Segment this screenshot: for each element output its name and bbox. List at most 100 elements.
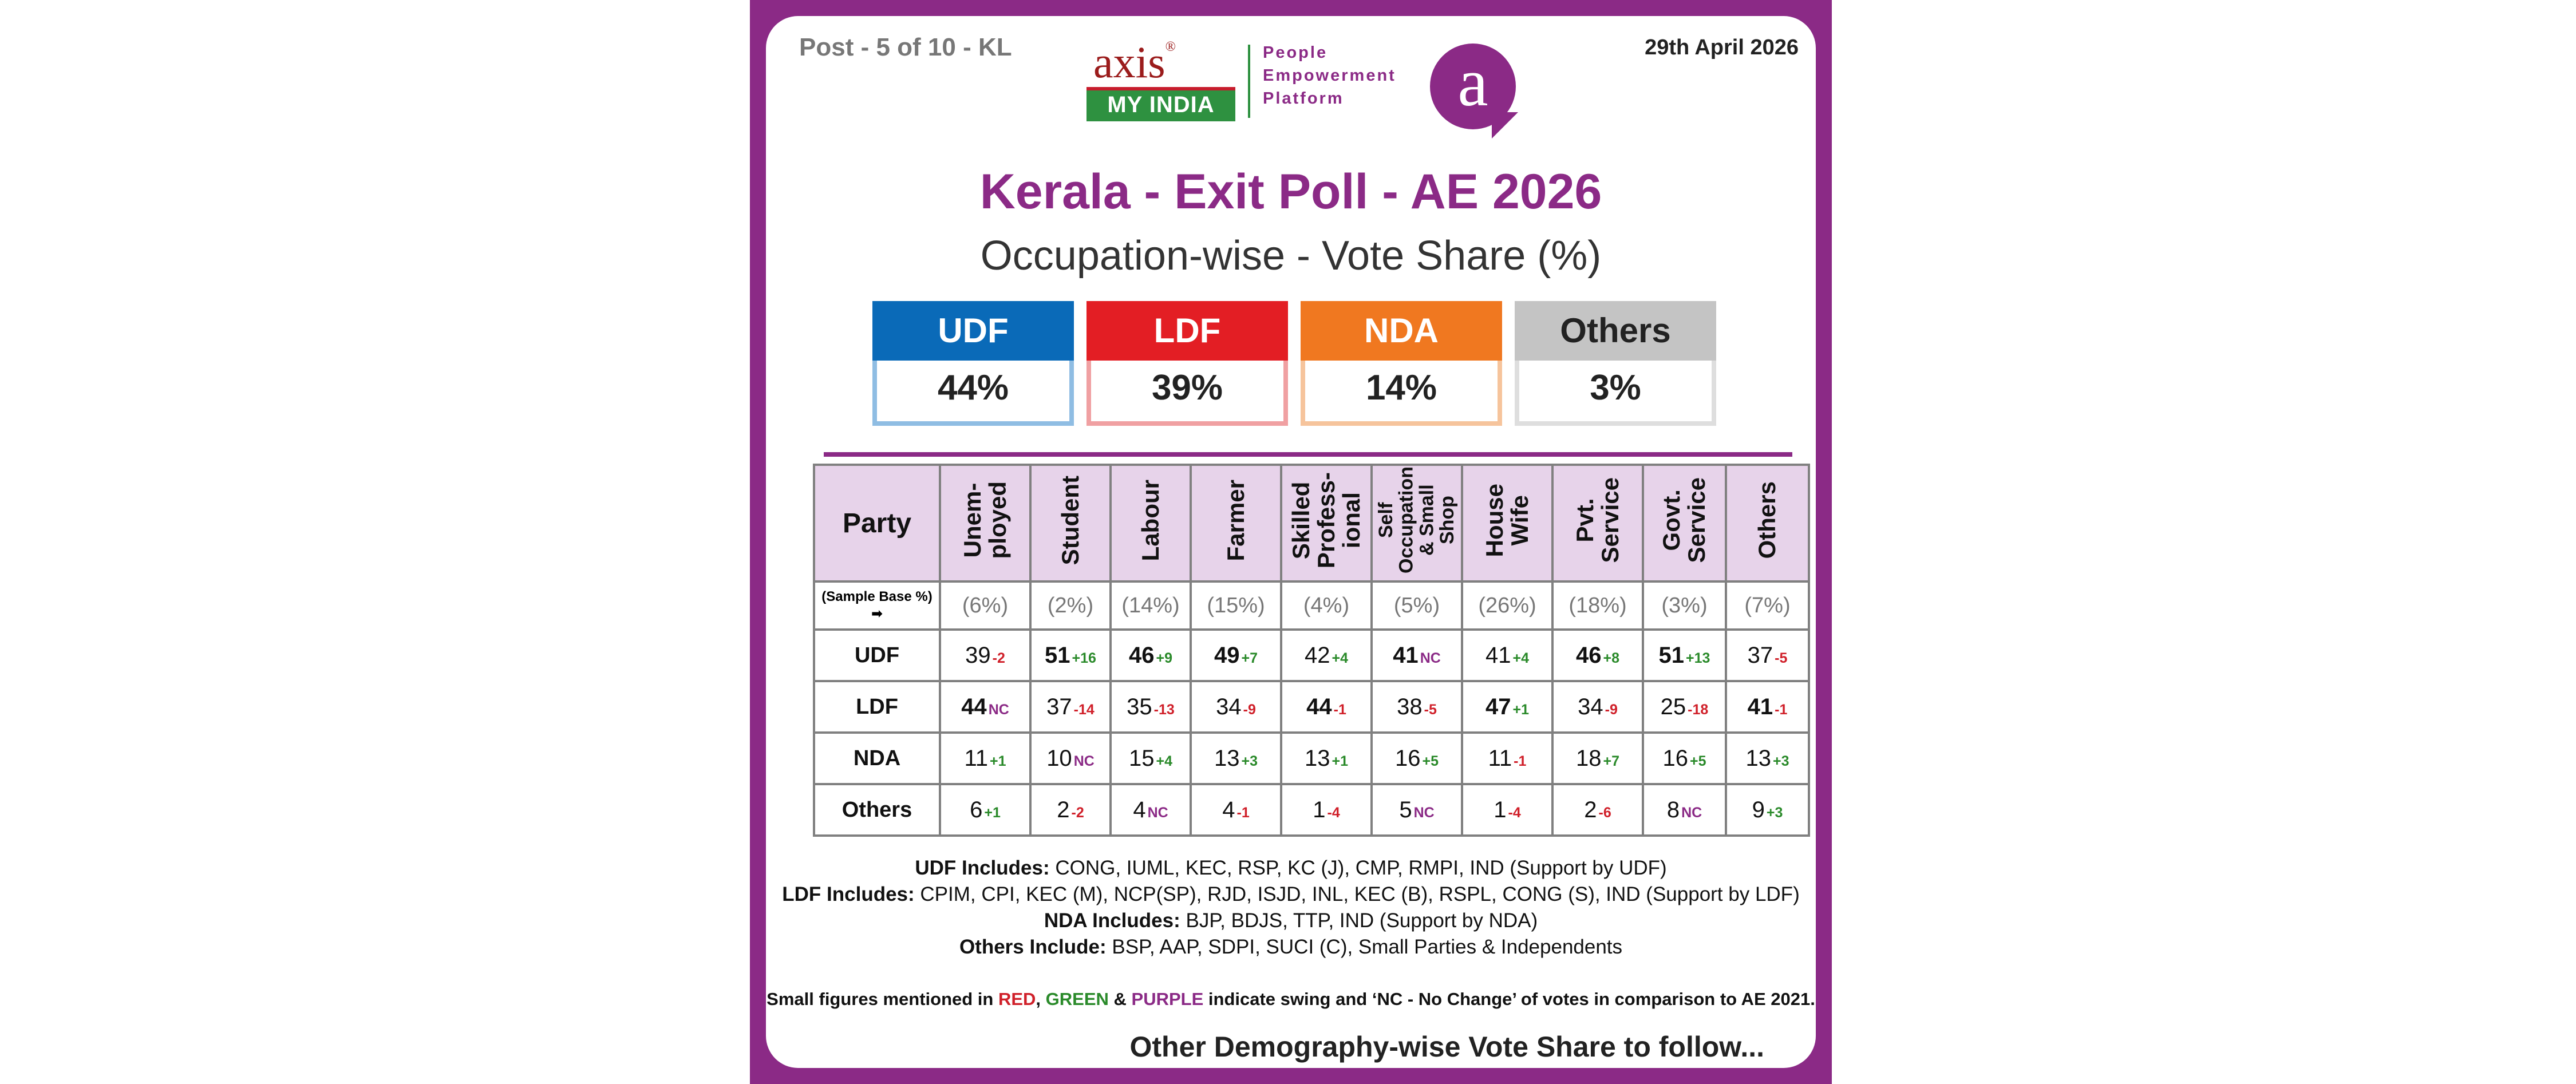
- column-header-label: Unem- ployed: [958, 481, 1011, 559]
- vote-share-value: 49: [1214, 642, 1240, 668]
- swing-value: +16: [1072, 650, 1096, 666]
- swing-value: NC: [1147, 804, 1168, 821]
- column-header-label: Govt. Service: [1658, 477, 1710, 563]
- alliance-note-label: UDF Includes:: [915, 857, 1050, 879]
- column-header-label: Others: [1753, 481, 1781, 559]
- table-cell: 41 NC: [1370, 628, 1463, 682]
- table-cell: 2 -2: [1029, 783, 1112, 837]
- sample-base-value: (2%): [1029, 580, 1112, 631]
- swing-value: -6: [1598, 804, 1611, 821]
- vote-share-value: 25: [1660, 694, 1686, 719]
- column-header: Unem- ployed: [939, 464, 1032, 583]
- vote-share-value: 34: [1216, 694, 1242, 719]
- post-date: 29th April 2026: [1645, 35, 1799, 60]
- vote-share-value: 13: [1214, 745, 1240, 771]
- column-header-label: Student: [1056, 475, 1084, 565]
- table-cell: 51 +16: [1029, 628, 1112, 682]
- swing-value: NC: [1420, 650, 1441, 666]
- table-cell: 5 NC: [1370, 783, 1463, 837]
- swing-value: -1: [1775, 701, 1788, 718]
- table-cell: 41 +4: [1461, 628, 1554, 682]
- column-header-label: Skilled Profess- ional: [1287, 472, 1365, 569]
- column-header: Others: [1725, 464, 1810, 583]
- table-cell: 35 -13: [1109, 680, 1192, 734]
- table-cell: 13 +1: [1280, 731, 1373, 785]
- alliance-note-text: BSP, AAP, SDPI, SUCI (C), Small Parties …: [1106, 936, 1623, 958]
- swing-value: +1: [1332, 753, 1348, 769]
- table-cell: 25 -18: [1642, 680, 1727, 734]
- swing-value: NC: [988, 701, 1009, 718]
- sample-base-value: (5%): [1370, 580, 1463, 631]
- table-cell: 34 -9: [1190, 680, 1282, 734]
- vote-share-value: 18: [1575, 745, 1602, 771]
- swing-value: +4: [1512, 650, 1529, 666]
- column-header-label: Farmer: [1222, 479, 1249, 561]
- vote-share-value: 41: [1485, 642, 1511, 668]
- swing-value: NC: [1681, 804, 1702, 821]
- table-cell: 13 +3: [1725, 731, 1810, 785]
- vote-share-value: 44: [1306, 694, 1332, 719]
- column-header-label: Self Occupation & Small Shop: [1374, 466, 1458, 574]
- vote-share-value: 37: [1046, 694, 1072, 719]
- table-cell: 42 +4: [1280, 628, 1373, 682]
- section-divider: [824, 452, 1792, 457]
- swing-value: -5: [1424, 701, 1437, 718]
- vote-share-value: 16: [1662, 745, 1688, 771]
- vote-share-value: 8: [1666, 797, 1680, 822]
- swing-value: +8: [1603, 650, 1619, 666]
- swing-value: -4: [1508, 804, 1521, 821]
- table-cell: 41 -1: [1725, 680, 1810, 734]
- column-header: Student: [1029, 464, 1112, 583]
- vote-share-value: 11: [1488, 745, 1512, 771]
- vote-share-value: 42: [1304, 642, 1330, 668]
- swing-value: -1: [1236, 804, 1250, 821]
- alliance-note: NDA Includes: BJP, BDJS, TTP, IND (Suppo…: [766, 908, 1816, 934]
- column-header: Skilled Profess- ional: [1280, 464, 1373, 583]
- table-cell: 13 +3: [1190, 731, 1282, 785]
- swing-value: +1: [1512, 701, 1529, 718]
- alliance-note-text: BJP, BDJS, TTP, IND (Support by NDA): [1180, 909, 1538, 932]
- table-cell: 38 -5: [1370, 680, 1463, 734]
- swing-value: +3: [1766, 804, 1783, 821]
- vote-share-value: 10: [1046, 745, 1072, 771]
- swing-value: NC: [1413, 804, 1435, 821]
- column-header-label: House Wife: [1480, 483, 1533, 557]
- vote-share-table: Party Unem- ployed Student Labour Farmer Ski…: [813, 464, 1810, 837]
- sample-base-value: (4%): [1280, 580, 1373, 631]
- alliance-note-text: CONG, IUML, KEC, RSP, KC (J), CMP, RMPI,…: [1049, 857, 1667, 879]
- swing-value: +5: [1689, 753, 1706, 769]
- content-card: Post - 5 of 10 - KL 29th April 2026 axis…: [766, 16, 1816, 1068]
- table-cell: 9 +3: [1725, 783, 1810, 837]
- vote-share-value: 2: [1584, 797, 1597, 822]
- swing-value: -9: [1243, 701, 1256, 718]
- table-row: UDF 39 -2 51 +16 46 +9 49 +7 42 +4 41 NC 41 +4 46 +8 51 +1…: [813, 628, 1810, 682]
- sample-base-value: (3%): [1642, 580, 1727, 631]
- table-cell: 37 -14: [1029, 680, 1112, 734]
- swing-value: +4: [1156, 753, 1172, 769]
- table-cell: 1 -4: [1280, 783, 1373, 837]
- vote-share-value: 2: [1057, 797, 1070, 822]
- speech-bubble-icon: a: [1430, 43, 1516, 129]
- logo-divider: [1248, 45, 1250, 118]
- alliance-note: Others Include: BSP, AAP, SDPI, SUCI (C)…: [766, 934, 1816, 960]
- sample-base-row: (Sample Base %) ➡ (6%) (2%) (14%) (15%) (4%)…: [813, 580, 1810, 631]
- table-cell: 6 +1: [939, 783, 1032, 837]
- party-column-header: Party: [813, 464, 941, 583]
- alliance-notes: UDF Includes: CONG, IUML, KEC, RSP, KC (…: [766, 855, 1816, 960]
- vote-share-value: 11: [964, 745, 988, 771]
- swing-value: +1: [990, 753, 1006, 769]
- vote-share-value: 16: [1394, 745, 1421, 771]
- table-cell: 44 NC: [939, 680, 1032, 734]
- vote-share-value: 4: [1222, 797, 1235, 822]
- column-header: Self Occupation & Small Shop: [1370, 464, 1463, 583]
- follow-up-note: Other Demography-wise Vote Share to foll…: [1129, 1031, 1765, 1063]
- vote-share-value: 34: [1578, 694, 1603, 719]
- page-subtitle: Occupation-wise - Vote Share (%): [980, 233, 1602, 279]
- table-cell: 47 +1: [1461, 680, 1554, 734]
- vote-share-value: 47: [1485, 694, 1511, 719]
- table-cell: 39 -2: [939, 628, 1032, 682]
- column-header: Govt. Service: [1642, 464, 1727, 583]
- arrow-right-icon: ➡: [871, 606, 883, 622]
- sample-base-value: (14%): [1109, 580, 1192, 631]
- sample-base-value: (18%): [1551, 580, 1644, 631]
